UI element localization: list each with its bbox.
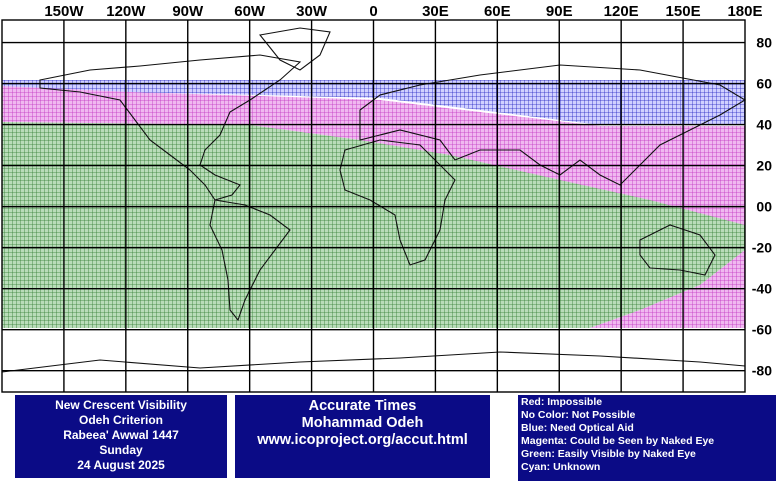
lon-label: 60W — [234, 3, 266, 20]
info-left-line: Rabeea' Awwal 1447 — [63, 428, 179, 442]
lon-label: 180E — [727, 3, 762, 20]
legend-line: Green: Easily Visible by Naked Eye — [521, 448, 696, 460]
lon-label: 30W — [296, 3, 328, 20]
info-center-line: Mohammad Odeh — [301, 415, 424, 431]
info-center-line: www.icoproject.org/accut.html — [257, 432, 468, 448]
lon-label: 90W — [172, 3, 204, 20]
graticule — [1, 19, 746, 393]
legend-line: No Color: Not Possible — [521, 409, 636, 421]
legend-line: Blue: Need Optical Aid — [521, 422, 634, 434]
lon-label: 120E — [604, 3, 639, 20]
lon-label: 150E — [666, 3, 701, 20]
legend: Red: Impossible No Color: Not Possible Blu… — [518, 395, 776, 481]
legend-line: Cyan: Unknown — [521, 461, 601, 473]
lon-label: 150W — [44, 3, 84, 20]
lon-label: 90E — [546, 3, 573, 20]
info-left-line: Sunday — [99, 443, 143, 457]
magenta-zone-south — [590, 250, 745, 328]
lat-label: 00 — [756, 199, 772, 215]
lat-label: 80 — [756, 35, 772, 51]
lon-label: 60E — [484, 3, 511, 20]
lon-label: 30E — [422, 3, 449, 20]
lat-label: -80 — [752, 363, 772, 379]
info-left-line: Odeh Criterion — [78, 413, 163, 427]
lat-label: 60 — [756, 76, 772, 92]
lon-label: 120W — [106, 3, 146, 20]
legend-line: Red: Impossible — [521, 396, 603, 408]
axis-labels: 150W 120W 90W 60W 30W 0 30E 60E 90E 120E 150E 180E 8… — [44, 3, 772, 379]
lat-label: 20 — [756, 158, 772, 174]
info-center: Accurate Times Mohammad Odeh www.icoprojec… — [235, 395, 490, 478]
lat-label: 40 — [756, 117, 772, 133]
lat-label: -40 — [752, 281, 772, 297]
lat-label: -60 — [752, 322, 772, 338]
lon-label: 0 — [369, 3, 377, 20]
info-left-line: New Crescent Visibility — [55, 398, 187, 412]
info-left: New Crescent Visibility Odeh Criterion Rab… — [15, 395, 227, 478]
info-left-line: 24 August 2025 — [77, 458, 165, 472]
info-center-line: Accurate Times — [308, 398, 417, 414]
legend-line: Magenta: Could be Seen by Naked Eye — [521, 435, 715, 447]
visibility-map: 150W 120W 90W 60W 30W 0 30E 60E 90E 120E 150E 180E 8… — [1, 3, 772, 393]
lat-label: -20 — [752, 240, 772, 256]
